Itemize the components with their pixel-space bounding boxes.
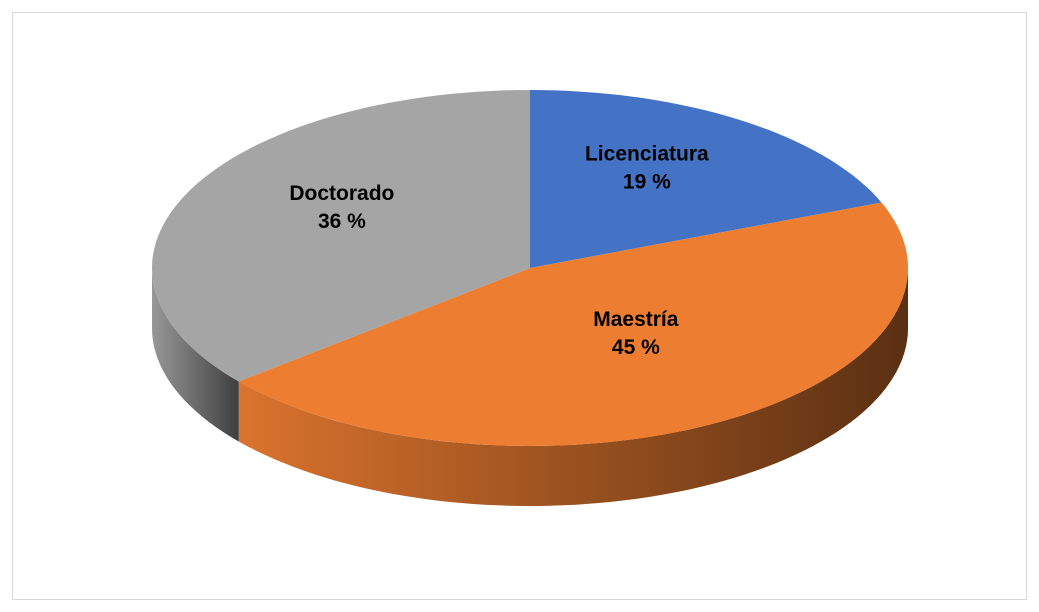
pie	[152, 90, 908, 506]
pie-slice	[238, 202, 908, 446]
pie-slice	[152, 90, 530, 382]
pie-slice-side-shade	[238, 268, 908, 506]
slice-label-name: Doctorado	[289, 182, 394, 205]
slice-label-value: 19 %	[623, 171, 671, 194]
pie-slice-side-shade	[152, 268, 239, 442]
slice-label-value: 36 %	[318, 210, 366, 233]
pie-slice	[530, 90, 882, 268]
labels: Licenciatura 19 % Maestría 45 % Doctorado 36 …	[289, 143, 709, 359]
slice-label-value: 45 %	[612, 336, 660, 359]
slice-label-name: Maestría	[593, 308, 679, 331]
slice-label-name: Licenciatura	[585, 143, 709, 166]
